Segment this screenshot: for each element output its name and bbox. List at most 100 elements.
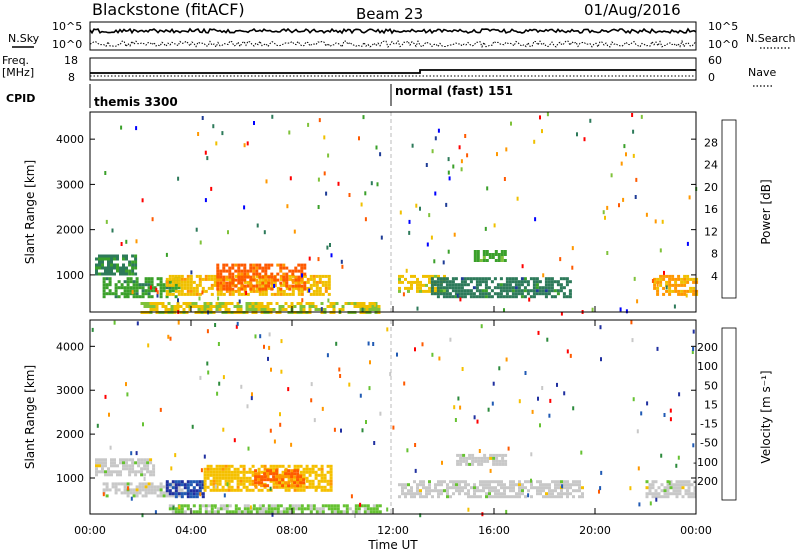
heatmap-cell — [287, 305, 291, 308]
heatmap-cell — [687, 489, 691, 493]
sparse-echo — [105, 219, 108, 224]
heatmap-cell — [153, 485, 157, 489]
heatmap-cell — [315, 289, 319, 293]
heatmap-cell — [354, 510, 358, 514]
heatmap-cell — [282, 275, 286, 279]
heatmap-cell — [407, 483, 410, 487]
heatmap-cell — [125, 269, 128, 273]
colorbar-tick-label: -100 — [693, 456, 718, 469]
heatmap-cell — [159, 494, 163, 498]
heatmap-cell — [294, 286, 298, 290]
heatmap-cell — [243, 510, 247, 514]
sparse-echo — [268, 345, 271, 350]
heatmap-cell — [479, 495, 482, 499]
sparse-echo — [130, 496, 133, 501]
heatmap-cell — [243, 287, 247, 291]
heatmap-cell — [201, 480, 205, 484]
heatmap-cell — [338, 308, 342, 311]
heatmap-cell — [132, 491, 136, 495]
heatmap-cell — [565, 277, 569, 281]
heatmap-cell — [342, 504, 346, 508]
heatmap-cell — [230, 473, 234, 477]
heatmap-cell — [329, 473, 333, 477]
heatmap-cell — [482, 483, 485, 487]
heatmap-cell — [326, 470, 330, 474]
sparse-echo — [528, 297, 531, 302]
heatmap-cell — [469, 292, 473, 296]
heatmap-cell — [110, 470, 113, 474]
heatmap-cell — [496, 292, 500, 296]
heatmap-cell — [578, 495, 581, 499]
heatmap-cell — [171, 277, 175, 281]
heatmap-cell — [246, 292, 250, 296]
heatmap-cell — [482, 480, 485, 484]
heatmap-cell — [323, 488, 327, 492]
heatmap-cell — [327, 283, 331, 287]
heatmap-cell — [264, 266, 268, 270]
heatmap-cell — [267, 275, 271, 279]
heatmap-cell — [257, 472, 261, 476]
x-tick-label: 00:00 — [74, 524, 106, 537]
nave-label: Nave — [748, 66, 776, 79]
heatmap-cell — [656, 280, 660, 284]
heatmap-cell — [514, 280, 518, 284]
heatmap-cell — [428, 274, 431, 278]
heatmap-cell — [502, 289, 506, 293]
heatmap-cell — [167, 308, 171, 311]
heatmap-cell — [285, 266, 289, 270]
heatmap-cell — [479, 480, 482, 484]
sparse-echo — [251, 392, 253, 397]
heatmap-cell — [675, 492, 679, 496]
heatmap-cell — [131, 470, 135, 474]
heatmap-cell — [134, 470, 138, 474]
heatmap-cell — [188, 305, 192, 308]
heatmap-cell — [520, 292, 524, 296]
sparse-echo — [623, 144, 626, 149]
heatmap-cell — [198, 292, 202, 296]
heatmap-cell — [257, 305, 261, 308]
sparse-echo — [318, 118, 321, 123]
sparse-echo — [240, 384, 243, 389]
heatmap-cell — [101, 464, 104, 468]
y-tick-label: 3000 — [56, 384, 84, 397]
heatmap-cell — [222, 266, 226, 270]
sparse-echo — [195, 227, 198, 232]
sparse-echo — [316, 485, 318, 490]
sparse-echo — [215, 141, 218, 146]
sparse-echo — [618, 203, 620, 208]
heatmap-cell — [212, 473, 216, 477]
heatmap-cell — [239, 305, 243, 308]
sparse-echo — [91, 327, 94, 332]
heatmap-cell — [180, 277, 184, 281]
sparse-echo — [359, 502, 362, 507]
heatmap-cell — [559, 289, 563, 293]
heatmap-cell — [335, 302, 339, 305]
heatmap-cell — [314, 308, 318, 311]
heatmap-cell — [228, 281, 232, 285]
heatmap-cell — [180, 480, 184, 484]
sparse-echo — [516, 196, 519, 201]
heatmap-cell — [296, 484, 300, 488]
heatmap-cell — [445, 280, 449, 284]
sparse-echo — [537, 330, 540, 335]
heatmap-cell — [448, 286, 452, 290]
heatmap-cell — [177, 492, 181, 496]
heatmap-cell — [425, 486, 428, 490]
heatmap-cell — [645, 492, 649, 496]
heatmap-cell — [672, 483, 676, 487]
heatmap-cell — [207, 510, 211, 514]
sparse-echo — [271, 512, 274, 517]
heatmap-cell — [442, 277, 446, 281]
heatmap-cell — [521, 492, 524, 496]
heatmap-cell — [462, 459, 466, 463]
heatmap-cell — [249, 275, 253, 279]
heatmap-cell — [536, 492, 539, 496]
heatmap-cell — [668, 274, 672, 278]
heatmap-cell — [110, 260, 113, 264]
heatmap-cell — [294, 269, 298, 273]
heatmap-cell — [485, 495, 488, 499]
heatmap-cell — [281, 479, 285, 483]
heatmap-cell — [270, 281, 274, 285]
sparse-echo — [246, 141, 249, 146]
